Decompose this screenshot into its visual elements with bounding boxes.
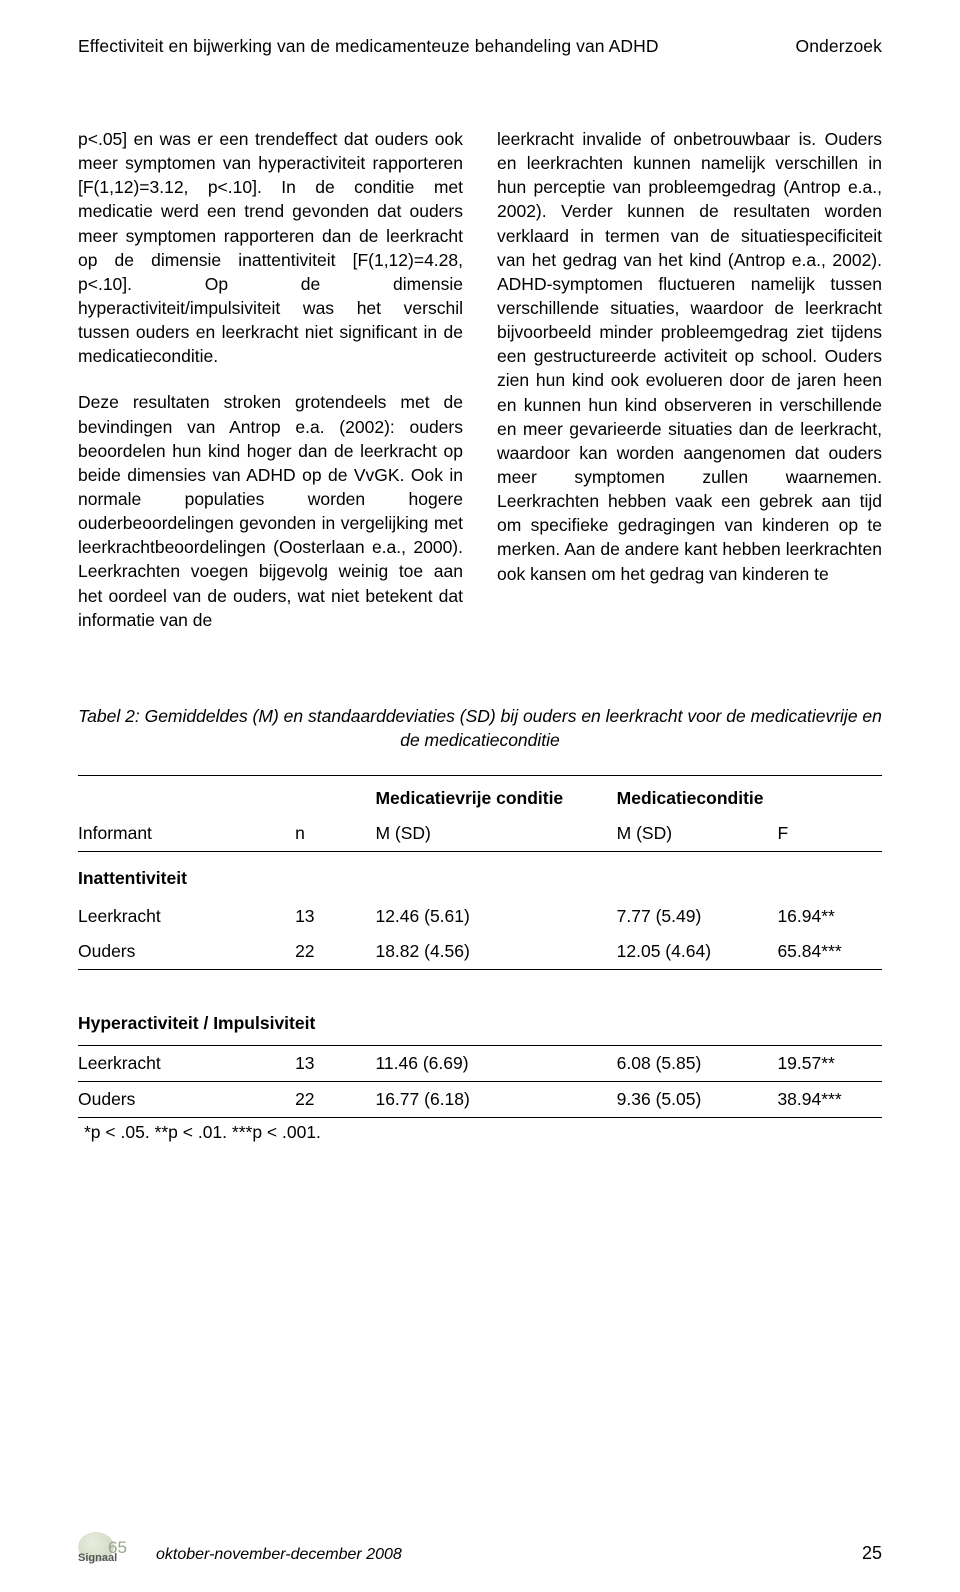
header-cell: M (SD) <box>375 816 616 852</box>
cell: Ouders <box>78 1081 295 1117</box>
table-section-row: Hyperactiviteit / Impulsiviteit <box>78 996 882 1045</box>
paragraph: p<.05] en was er een trendeffect dat oud… <box>78 127 463 368</box>
cell: 7.77 (5.49) <box>617 899 778 934</box>
table-row: Ouders 22 16.77 (6.18) 9.36 (5.05) 38.94… <box>78 1081 882 1117</box>
footer-left: 65 Signaal oktober-november-december 200… <box>78 1532 402 1564</box>
cell: 22 <box>295 934 375 970</box>
cell: 16.77 (6.18) <box>375 1081 616 1117</box>
page: Effectiviteit en bijwerking van de medic… <box>0 0 960 1592</box>
table-2: Tabel 2: Gemiddeldes (M) en standaarddev… <box>78 704 882 1143</box>
column-right: leerkracht invalide of onbetrouwbaar is.… <box>497 127 882 632</box>
cell: 19.57** <box>777 1045 882 1081</box>
running-header: Effectiviteit en bijwerking van de medic… <box>78 36 882 57</box>
header-cell: Informant <box>78 816 295 852</box>
cell: 13 <box>295 899 375 934</box>
cell: 65.84*** <box>777 934 882 970</box>
journal-logo: 65 Signaal <box>78 1532 144 1564</box>
cell: Leerkracht <box>78 1045 295 1081</box>
data-table: Medicatievrije conditie Medicatieconditi… <box>78 775 882 1118</box>
cell: Leerkracht <box>78 899 295 934</box>
journal-name: Signaal <box>78 1552 117 1564</box>
header-cell <box>777 781 882 816</box>
table-row: Leerkracht 13 11.46 (6.69) 6.08 (5.85) 1… <box>78 1045 882 1081</box>
cell: 13 <box>295 1045 375 1081</box>
header-cell: n <box>295 816 375 852</box>
header-cell <box>78 781 295 816</box>
column-left: p<.05] en was er een trendeffect dat oud… <box>78 127 463 632</box>
cell: 16.94** <box>777 899 882 934</box>
table-spacer <box>78 970 882 996</box>
header-cell: Medicatievrije conditie <box>375 781 616 816</box>
body-columns: p<.05] en was er een trendeffect dat oud… <box>78 127 882 632</box>
cell: Ouders <box>78 934 295 970</box>
section-label: Inattentiviteit <box>78 852 882 900</box>
cell: 6.08 (5.85) <box>617 1045 778 1081</box>
header-cell <box>295 781 375 816</box>
table-header-row: Medicatievrije conditie Medicatieconditi… <box>78 781 882 816</box>
paragraph: Deze resultaten stroken grotendeels met … <box>78 390 463 631</box>
table-row: Ouders 22 18.82 (4.56) 12.05 (4.64) 65.8… <box>78 934 882 970</box>
cell: 18.82 (4.56) <box>375 934 616 970</box>
table-subheader-row: Informant n M (SD) M (SD) F <box>78 816 882 852</box>
table-note: *p < .05. **p < .01. ***p < .001. <box>78 1118 882 1143</box>
cell: 9.36 (5.05) <box>617 1081 778 1117</box>
header-cell: Medicatieconditie <box>617 781 778 816</box>
cell: 12.46 (5.61) <box>375 899 616 934</box>
table-section-row: Inattentiviteit <box>78 852 882 900</box>
running-title-left: Effectiviteit en bijwerking van de medic… <box>78 36 659 57</box>
cell: 22 <box>295 1081 375 1117</box>
table-row: Leerkracht 13 12.46 (5.61) 7.77 (5.49) 1… <box>78 899 882 934</box>
page-number: 25 <box>862 1543 882 1564</box>
table-caption: Tabel 2: Gemiddeldes (M) en standaarddev… <box>78 704 882 753</box>
header-cell: M (SD) <box>617 816 778 852</box>
cell: 38.94*** <box>777 1081 882 1117</box>
paragraph: leerkracht invalide of onbetrouwbaar is.… <box>497 127 882 586</box>
section-label: Hyperactiviteit / Impulsiviteit <box>78 996 882 1045</box>
header-cell: F <box>777 816 882 852</box>
cell: 11.46 (6.69) <box>375 1045 616 1081</box>
page-footer: 65 Signaal oktober-november-december 200… <box>78 1532 882 1564</box>
issue-date: oktober-november-december 2008 <box>156 1546 402 1564</box>
cell: 12.05 (4.64) <box>617 934 778 970</box>
running-title-right: Onderzoek <box>795 36 882 57</box>
